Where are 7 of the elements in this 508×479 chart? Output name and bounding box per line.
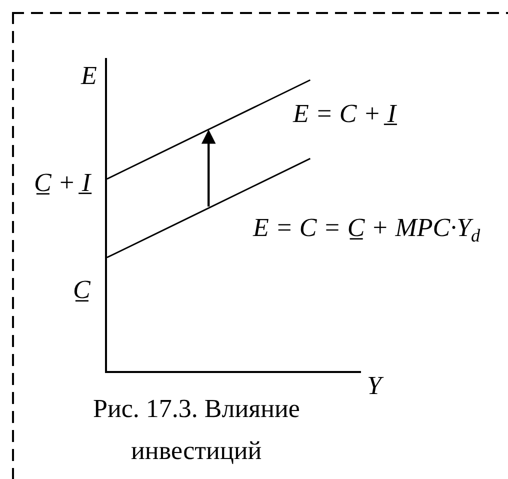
text: C̲ <box>73 275 91 304</box>
series-label: E = C + I̲ <box>292 99 398 128</box>
text: Рис. 17.3. Влияние инвестиций <box>93 394 300 465</box>
series-label: E = C = C̲ + MPC·Y$_{d}$ <box>252 213 482 246</box>
y-axis-title: E <box>80 61 97 90</box>
text: C̲ + I̲ <box>34 168 92 197</box>
x-axis-title: Y <box>367 371 384 400</box>
